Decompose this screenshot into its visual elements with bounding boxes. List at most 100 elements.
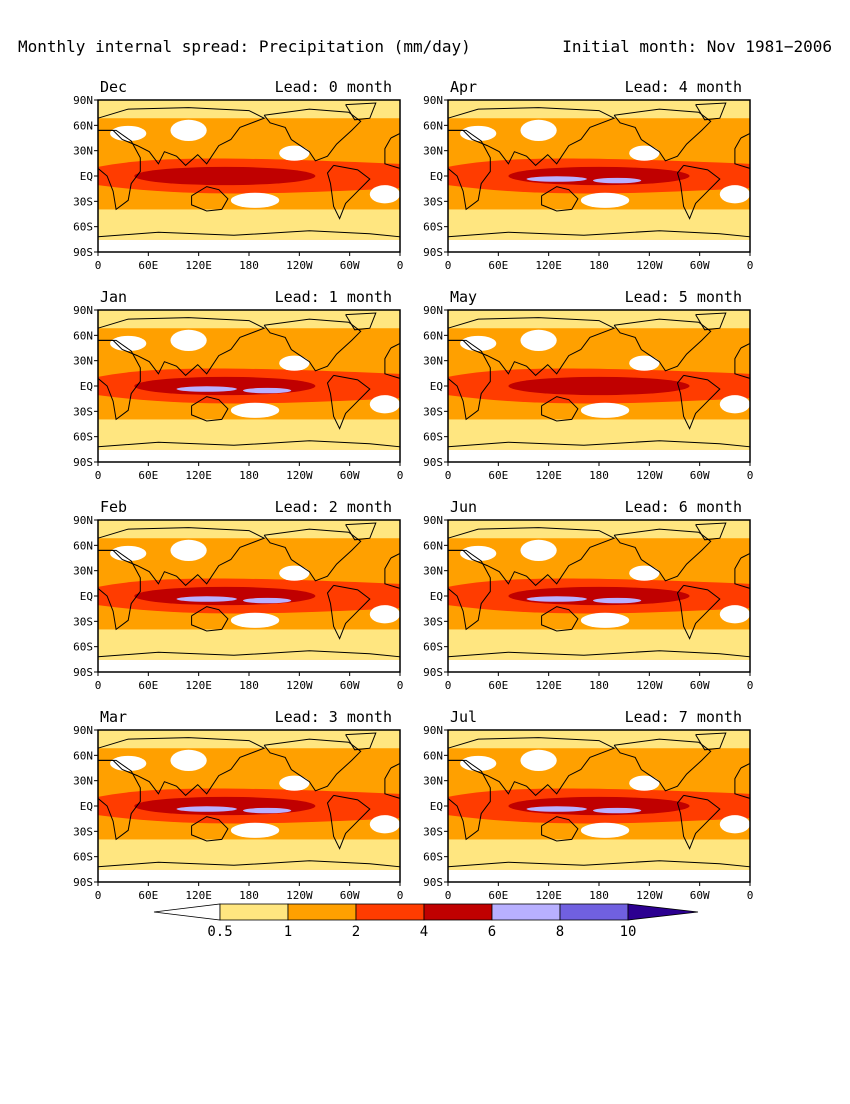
coastline-africaW [734, 762, 751, 800]
lon-tick-label: 0 [747, 259, 754, 272]
dry-patch [460, 755, 497, 772]
coastline-africa [447, 549, 491, 631]
dry-patch [580, 402, 630, 418]
dry-patch [170, 329, 207, 352]
coastline-samerica [326, 794, 371, 850]
lat-tick-label: 30N [73, 355, 93, 368]
southern-band [98, 839, 400, 870]
lon-tick-label: 120W [636, 889, 663, 902]
lat-tick-label: 30N [73, 145, 93, 158]
panel-month: Jul [450, 708, 477, 726]
dry-patch [279, 775, 310, 791]
lon-tick-label: 180 [589, 469, 609, 482]
dry-patch [520, 749, 557, 772]
lon-tick-label: 60W [690, 259, 710, 272]
figure-title: Monthly internal spread: Precipitation (… [18, 37, 471, 56]
southern-band [448, 209, 750, 240]
northern-band [448, 730, 750, 749]
panel-month: Jun [450, 498, 477, 516]
dry-patch [629, 355, 660, 371]
northern-band [98, 310, 400, 329]
lat-tick-label: 90S [423, 666, 443, 679]
lon-tick-label: 180 [239, 469, 259, 482]
polar-band [448, 449, 750, 462]
lon-tick-label: 60W [340, 469, 360, 482]
dry-patch [369, 185, 400, 204]
dry-patch [110, 755, 147, 772]
coastline-eurasia [447, 527, 616, 587]
coastline-namerica [263, 318, 362, 372]
panel-lead: Lead: 2 month [275, 498, 392, 516]
lon-tick-label: 60W [340, 259, 360, 272]
lat-tick-label: 90N [73, 514, 93, 527]
colorbar-segment [423, 903, 493, 921]
coastline-australia [191, 606, 229, 632]
lat-tick-label: 60S [73, 851, 93, 864]
dry-patch [170, 749, 207, 772]
dry-patch [520, 539, 557, 562]
coastline-australia [541, 396, 579, 422]
panel-lead: Lead: 1 month [275, 288, 392, 306]
lon-tick-label: 0 [747, 469, 754, 482]
tropical-core [508, 376, 690, 396]
lon-tick-label: 120E [535, 889, 562, 902]
lat-tick-label: EQ [80, 170, 93, 183]
coastline-africa [447, 759, 491, 841]
coastline-namerica [613, 108, 712, 162]
lat-tick-label: 30N [423, 775, 443, 788]
coastline-namerica [263, 108, 362, 162]
peak-region [592, 807, 642, 814]
lat-tick-label: 30N [423, 355, 443, 368]
lon-tick-label: 0 [95, 259, 102, 272]
lon-tick-label: 0 [445, 259, 452, 272]
coastline-africa [447, 129, 491, 211]
colorbar-label: 2 [352, 924, 360, 940]
lon-tick-label: 0 [747, 679, 754, 692]
lon-tick-label: 120W [286, 889, 313, 902]
lat-tick-label: 90S [73, 666, 93, 679]
dry-patch [369, 815, 400, 834]
panel-lead: Lead: 3 month [275, 708, 392, 726]
colorbar-label: 1 [284, 924, 292, 940]
coastline-australia [191, 186, 229, 212]
southern-band [448, 839, 750, 870]
coastline-australia [191, 816, 229, 842]
peak-region [242, 387, 292, 394]
dry-patch [110, 545, 147, 562]
coastline-africaW [384, 132, 401, 170]
lat-tick-label: 30N [73, 565, 93, 578]
lat-tick-label: 60N [423, 749, 443, 762]
lon-tick-label: 0 [445, 889, 452, 902]
dry-patch [580, 612, 630, 628]
lon-tick-label: 60E [488, 469, 508, 482]
colorbar-segment [355, 903, 425, 921]
lat-tick-label: EQ [430, 170, 443, 183]
coastline-samerica [326, 374, 371, 430]
peak-region [592, 597, 642, 604]
dry-patch [460, 125, 497, 142]
lat-tick-label: 60N [73, 539, 93, 552]
polar-band [98, 869, 400, 882]
lon-tick-label: 0 [397, 889, 404, 902]
polar-band [98, 239, 400, 252]
colorbar-label: 4 [420, 924, 428, 940]
dry-patch [629, 145, 660, 161]
coastline-greenland [345, 732, 377, 751]
panel-month: Apr [450, 78, 477, 96]
lon-tick-label: 180 [589, 259, 609, 272]
coastline-eurasia [447, 107, 616, 167]
peak-region [592, 177, 642, 184]
dry-patch [230, 402, 280, 418]
coastline-samerica [676, 794, 721, 850]
peak-region [176, 806, 237, 812]
panel-month: Mar [100, 708, 127, 726]
lat-tick-label: 30N [423, 565, 443, 578]
dry-patch [170, 119, 207, 142]
lat-tick-label: 30N [73, 775, 93, 788]
colorbar-segment [559, 903, 629, 921]
coastline-eurasia [97, 317, 266, 377]
